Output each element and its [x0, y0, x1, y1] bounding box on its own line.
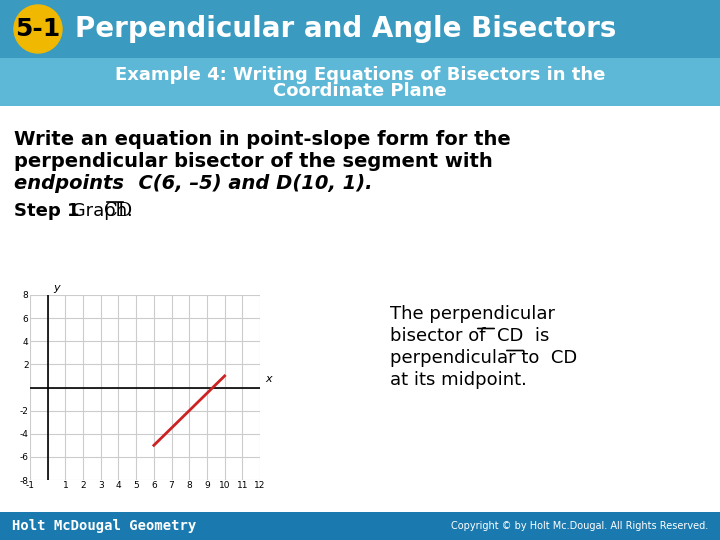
Text: Perpendicular and Angle Bisectors: Perpendicular and Angle Bisectors	[75, 15, 616, 43]
FancyBboxPatch shape	[0, 512, 720, 540]
Text: Write an equation in point-slope form for the: Write an equation in point-slope form fo…	[14, 130, 510, 149]
Text: endpoints   C(6, –5) and D(10, 1).: endpoints C(6, –5) and D(10, 1).	[14, 174, 372, 193]
Text: y: y	[53, 283, 60, 293]
Text: at its midpoint.: at its midpoint.	[390, 371, 527, 389]
Text: 5-1: 5-1	[15, 17, 60, 41]
Text: The perpendicular: The perpendicular	[390, 305, 555, 323]
Text: perpendicular bisector of the segment with: perpendicular bisector of the segment wi…	[14, 152, 492, 171]
FancyBboxPatch shape	[0, 58, 720, 106]
Text: x: x	[266, 374, 272, 384]
FancyBboxPatch shape	[0, 0, 720, 58]
Text: Coordinate Plane: Coordinate Plane	[273, 82, 447, 100]
Text: Graph: Graph	[66, 202, 133, 220]
Text: Holt McDougal Geometry: Holt McDougal Geometry	[12, 519, 197, 533]
Text: perpendicular to  CD: perpendicular to CD	[390, 349, 577, 367]
Text: .: .	[126, 202, 132, 220]
Text: Copyright © by Holt Mc.Dougal. All Rights Reserved.: Copyright © by Holt Mc.Dougal. All Right…	[451, 521, 708, 531]
Text: bisector of  CD  is: bisector of CD is	[390, 327, 549, 345]
Circle shape	[14, 5, 62, 53]
Text: Example 4: Writing Equations of Bisectors in the: Example 4: Writing Equations of Bisector…	[114, 66, 606, 84]
Text: Step 1: Step 1	[14, 202, 79, 220]
Text: CD: CD	[104, 202, 132, 220]
